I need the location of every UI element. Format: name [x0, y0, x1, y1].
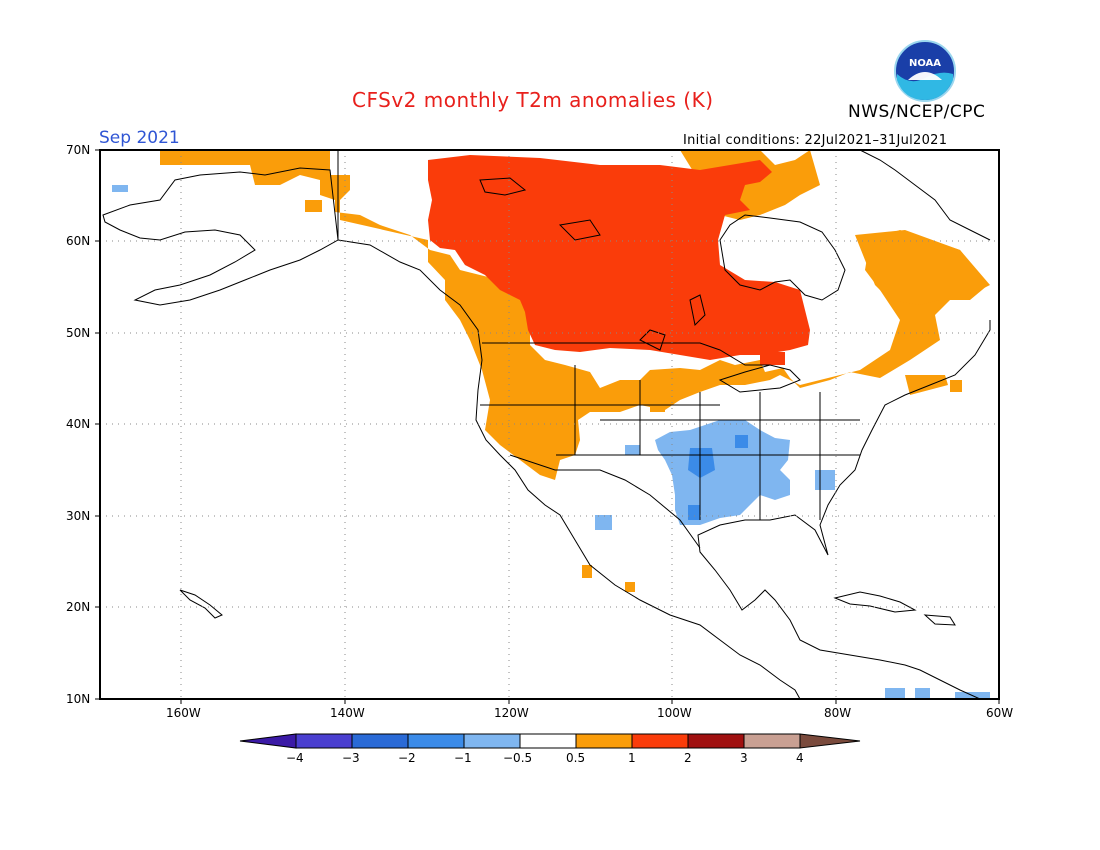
- lon-label: 140W: [330, 706, 365, 720]
- colorbar-swatch: [407, 733, 465, 749]
- coastline-great-lakes: [718, 364, 801, 393]
- lon-label: 120W: [494, 706, 529, 720]
- colorbar-swatch: [743, 733, 801, 749]
- colorbar-swatch: [239, 733, 297, 749]
- colorbar-swatch: [575, 733, 633, 749]
- colorbar-label: 1: [628, 751, 636, 765]
- coastline-west: [337, 239, 801, 699]
- colorbar-label: −2: [398, 751, 416, 765]
- lat-label: 20N: [66, 600, 91, 614]
- lat-label: 70N: [66, 143, 91, 157]
- border-us-canada: [482, 342, 770, 366]
- lat-label: 30N: [66, 509, 91, 523]
- coastline-hudson-bay: [719, 214, 846, 301]
- coastline-hawaii: [179, 589, 223, 619]
- border-us-mexico: [509, 454, 701, 549]
- anomaly-region-hot: [428, 155, 810, 360]
- lat-label: 10N: [66, 692, 91, 706]
- colorbar-label: −3: [342, 751, 360, 765]
- colorbar-swatch: [687, 733, 745, 749]
- lon-label: 60W: [986, 706, 1014, 720]
- colorbar-swatch: [351, 733, 409, 749]
- noaa-logo-text: NOAA: [909, 58, 941, 69]
- colorbar-label: −0.5: [503, 751, 533, 765]
- colorbar-label: 4: [796, 751, 804, 765]
- coastline-alaska: [102, 167, 339, 306]
- lat-label: 60N: [66, 234, 91, 248]
- colorbar-swatch: [631, 733, 689, 749]
- lat-label: 50N: [66, 326, 91, 340]
- colorbar-swatch: [295, 733, 353, 749]
- colorbar-label: 2: [684, 751, 692, 765]
- noaa-logo: NOAA: [894, 40, 956, 102]
- coastline-labrador: [859, 150, 991, 241]
- colorbar-label: −1: [454, 751, 472, 765]
- colorbar-swatch: [519, 733, 577, 749]
- lat-label: 40N: [66, 417, 91, 431]
- colorbar-label: −4: [286, 751, 304, 765]
- colorbar-label: 3: [740, 751, 748, 765]
- map-title: CFSv2 monthly T2m anomalies (K): [352, 88, 714, 112]
- agency-label: NWS/NCEP/CPC: [848, 102, 986, 122]
- colorbar-swatch: [463, 733, 521, 749]
- lon-label: 160W: [166, 706, 201, 720]
- anomaly-region-cool: [655, 420, 790, 525]
- coastline-gulf: [697, 320, 991, 699]
- colorbar-swatch: [799, 733, 861, 749]
- lon-label: 80W: [824, 706, 852, 720]
- initial-conditions: Initial conditions: 22Jul2021–31Jul2021: [683, 133, 948, 148]
- colorbar-label: 0.5: [566, 751, 586, 765]
- coastline-cuba: [833, 591, 917, 613]
- forecast-month: Sep 2021: [99, 128, 180, 148]
- lon-label: 100W: [657, 706, 692, 720]
